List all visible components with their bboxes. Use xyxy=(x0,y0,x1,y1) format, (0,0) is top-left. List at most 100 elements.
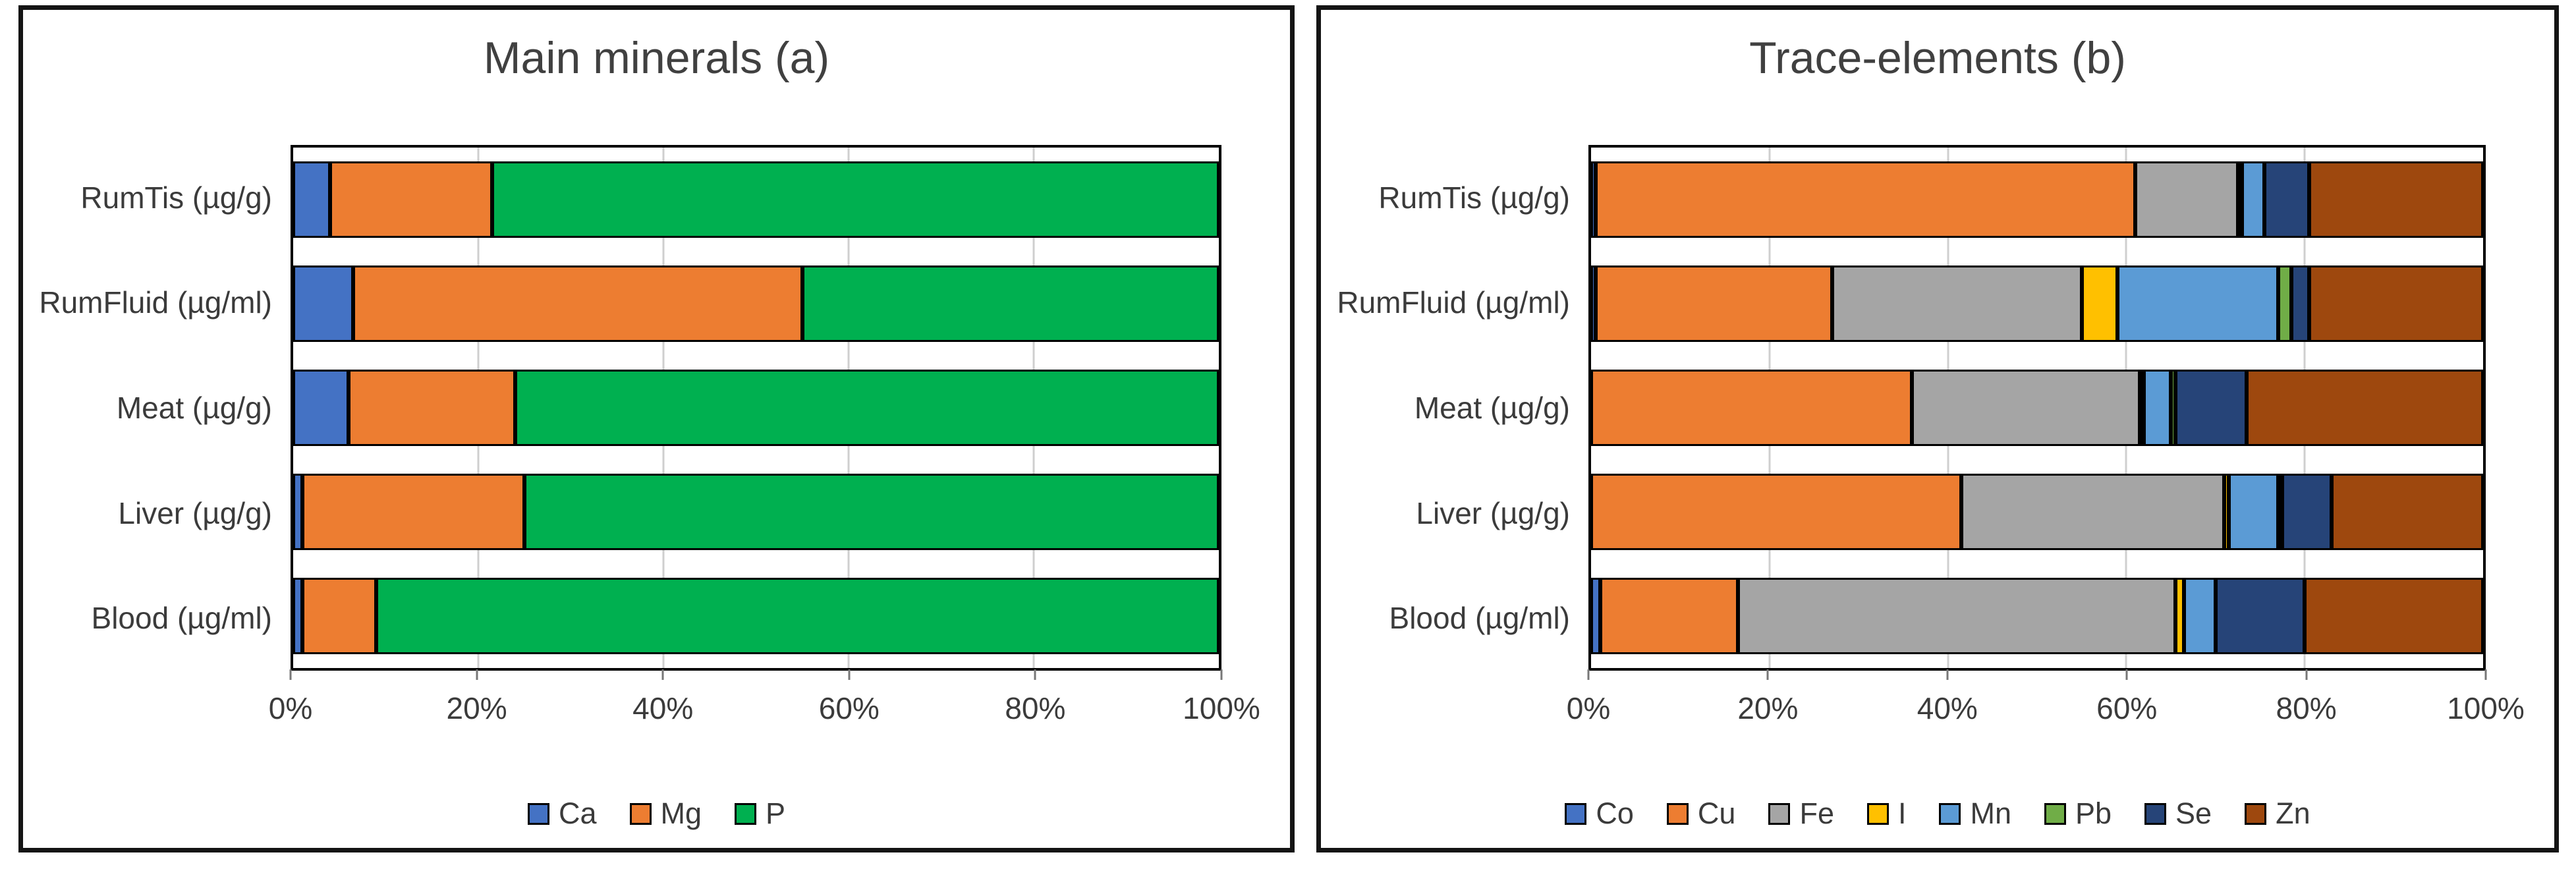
bar-segment-ca xyxy=(293,578,303,654)
legend-item-ca: Ca xyxy=(527,796,597,831)
bar-segment-zn xyxy=(2309,265,2483,342)
axis-tick-mark xyxy=(476,669,478,680)
panel-main-minerals: Main minerals (a) RumTis (µg/g) RumFluid … xyxy=(18,5,1295,852)
bar-segment-se xyxy=(2264,161,2309,238)
bar-segment-cu xyxy=(1600,578,1739,654)
bar-segment-mn xyxy=(2144,370,2171,446)
legend-swatch-mg xyxy=(629,802,652,825)
bar-segment-se xyxy=(2291,265,2309,342)
plot-wrap: 0% 20% 40% 60% 80% 100% xyxy=(269,145,1260,753)
legend-label: Zn xyxy=(2276,796,2310,830)
legend-swatch-co xyxy=(1565,802,1587,825)
bar-segment-mn xyxy=(2184,578,2216,654)
stacked-bar xyxy=(1591,474,2483,550)
category-label: Liver (µg/g) xyxy=(118,495,272,530)
bar-segment-ca xyxy=(293,161,331,238)
stacked-bar xyxy=(1591,578,2483,654)
category-label: Liver (µg/g) xyxy=(1416,495,1570,530)
bar-segment-cu xyxy=(1591,370,1913,446)
category-labels: RumTis (µg/g) RumFluid (µg/ml) Meat (µg/g)… xyxy=(1325,145,1588,671)
category-label: RumFluid (µg/ml) xyxy=(39,285,272,320)
legend-swatch-i xyxy=(1866,802,1889,825)
bar-segment-co xyxy=(1591,578,1600,654)
legend-label: I xyxy=(1897,796,1907,830)
category-label: RumFluid (µg/ml) xyxy=(1337,285,1570,320)
legend-swatch-zn xyxy=(2245,802,2267,825)
bar-segment-ca xyxy=(293,265,354,342)
axis-tick-label: 40% xyxy=(632,691,694,725)
axis-tick-mark xyxy=(2125,669,2128,680)
chart-body: RumTis (µg/g) RumFluid (µg/ml) Meat (µg/g)… xyxy=(27,145,1286,753)
legend-item-cu: Cu xyxy=(1666,796,1735,831)
bar-segment-fe xyxy=(1832,265,2082,342)
chart-title: Main minerals (a) xyxy=(483,33,830,83)
bar-segment-i xyxy=(2139,370,2144,446)
bar-row xyxy=(293,356,1219,460)
axis-tick-mark xyxy=(661,669,664,680)
stacked-bar xyxy=(293,370,1219,446)
legend-label: Mn xyxy=(1970,796,2011,830)
legend-swatch-pb xyxy=(2044,802,2066,825)
chart-body: RumTis (µg/g) RumFluid (µg/ml) Meat (µg/g)… xyxy=(1325,145,2550,753)
bar-segment-mn xyxy=(2229,474,2278,550)
bar-row xyxy=(293,564,1219,668)
stacked-bar xyxy=(1591,370,2483,446)
bar-segment-i xyxy=(2224,474,2229,550)
legend-swatch-cu xyxy=(1666,802,1689,825)
category-label: Meat (µg/g) xyxy=(116,390,272,425)
bar-row xyxy=(1591,356,2483,460)
legend-item-pb: Pb xyxy=(2044,796,2112,831)
legend-item-mg: Mg xyxy=(629,796,702,831)
legend-item-se: Se xyxy=(2144,796,2212,831)
axis-tick-mark xyxy=(1034,669,1036,680)
bar-segment-mn xyxy=(2242,161,2265,238)
axis-tick-label: 100% xyxy=(2447,691,2525,725)
bar-segment-co xyxy=(1591,161,1596,238)
legend-item-p: P xyxy=(735,796,785,831)
bar-row xyxy=(1591,460,2483,564)
category-label: Blood (µg/ml) xyxy=(91,601,272,636)
bar-segment-p xyxy=(492,161,1219,238)
axis-tick-label: 80% xyxy=(1005,691,1066,725)
axis-tick-mark xyxy=(2484,669,2487,680)
bar-segment-zn xyxy=(2305,578,2483,654)
bar-segment-p xyxy=(524,474,1219,550)
legend-label: Se xyxy=(2175,796,2212,830)
stacked-bar xyxy=(293,265,1219,342)
bar-segment-cu xyxy=(1595,265,1832,342)
bar-segment-fe xyxy=(1738,578,2175,654)
plot-area xyxy=(1588,145,2486,671)
legend-label: Pb xyxy=(2075,796,2112,830)
category-label: Meat (µg/g) xyxy=(1414,390,1570,425)
panel-trace-elements: Trace-elements (b) RumTis (µg/g) RumFluid… xyxy=(1316,5,2559,852)
bar-segment-se xyxy=(2175,370,2247,446)
legend-label: Co xyxy=(1596,796,1634,830)
bar-segment-p xyxy=(515,370,1219,446)
axis-tick-label: 0% xyxy=(1566,691,1611,725)
bar-segment-mg xyxy=(353,265,802,342)
category-label: RumTis (µg/g) xyxy=(1378,180,1570,215)
bar-segment-pb xyxy=(2278,265,2291,342)
bar-segment-i xyxy=(2237,161,2243,238)
bar-row xyxy=(293,252,1219,356)
legend-label: Mg xyxy=(660,796,702,830)
bar-segment-se xyxy=(2215,578,2305,654)
legend-label: Fe xyxy=(1799,796,1834,830)
stacked-bar xyxy=(293,161,1219,238)
axis-tick-mark xyxy=(1946,669,1949,680)
bar-segment-cu xyxy=(1591,474,1961,550)
bar-row xyxy=(1591,564,2483,668)
bar-segment-se xyxy=(2282,474,2332,550)
category-labels: RumTis (µg/g) RumFluid (µg/ml) Meat (µg/g)… xyxy=(27,145,291,671)
axis-tick-label: 100% xyxy=(1183,691,1260,725)
axis-tick-mark xyxy=(2305,669,2308,680)
bar-row xyxy=(1591,148,2483,252)
axis-tick-label: 60% xyxy=(2096,691,2158,725)
axis-tick-label: 60% xyxy=(818,691,880,725)
bar-segment-fe xyxy=(1912,370,2140,446)
bar-segment-fe xyxy=(2135,161,2238,238)
axis-tick-mark xyxy=(1766,669,1769,680)
legend-swatch-fe xyxy=(1768,802,1791,825)
bar-segment-fe xyxy=(1961,474,2225,550)
stacked-bar xyxy=(1591,161,2483,238)
